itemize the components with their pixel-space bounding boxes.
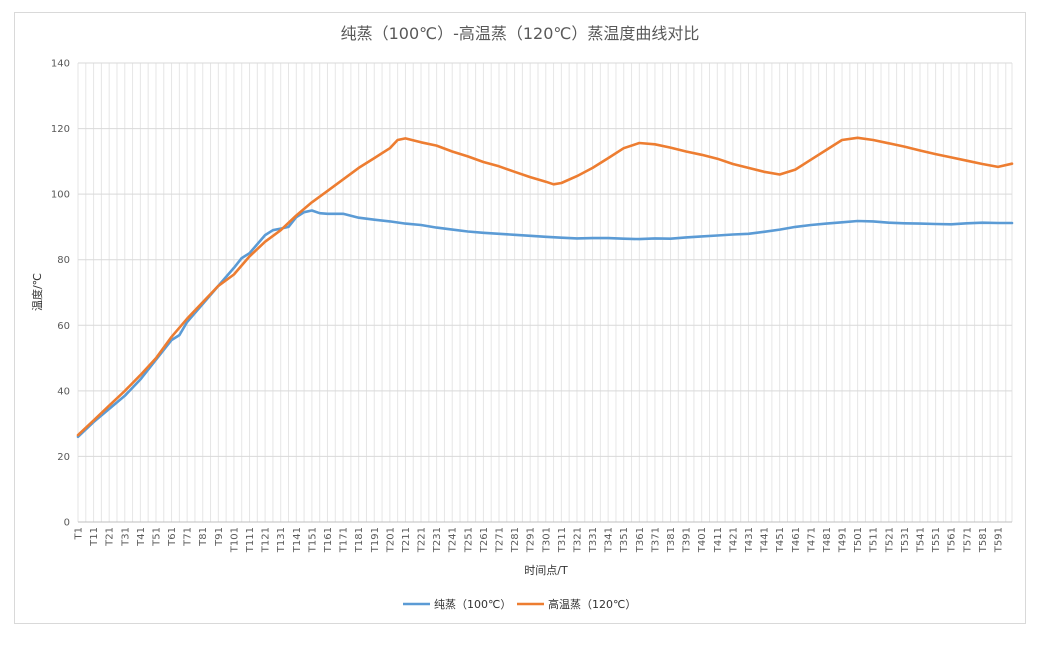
x-tick-label: T201 bbox=[385, 527, 396, 553]
x-tick-label: T241 bbox=[448, 527, 459, 553]
gridlines bbox=[77, 62, 1013, 523]
y-axis-ticks: 0 20 40 60 80 100 120 140 bbox=[51, 59, 70, 529]
x-tick-label: T181 bbox=[354, 527, 365, 553]
x-tick-label: T171 bbox=[339, 527, 350, 553]
x-tick-label: T371 bbox=[650, 527, 661, 553]
x-tick-label: T161 bbox=[323, 527, 334, 553]
x-tick-label: T301 bbox=[541, 527, 552, 553]
x-tick-label: T51 bbox=[151, 527, 162, 547]
x-tick-label: T481 bbox=[822, 527, 833, 553]
x-tick-label: T361 bbox=[635, 527, 646, 553]
y-tick-label: 120 bbox=[51, 124, 70, 135]
x-axis-ticks: T1 T11 T21 T31 T41 T51 T61 T71 T81 T91 T101 T111 T12… bbox=[74, 527, 1005, 553]
x-tick-label: T401 bbox=[697, 527, 708, 553]
x-tick-label: T411 bbox=[713, 527, 724, 553]
x-tick-label: T461 bbox=[791, 527, 802, 553]
x-tick-label: T581 bbox=[978, 527, 989, 553]
x-tick-label: T531 bbox=[900, 527, 911, 553]
x-tick-label: T341 bbox=[604, 527, 615, 553]
y-axis-label: 温度/℃ bbox=[30, 273, 44, 311]
x-tick-label: T61 bbox=[167, 527, 178, 547]
x-tick-label: T131 bbox=[276, 527, 287, 553]
x-tick-label: T21 bbox=[105, 527, 116, 547]
x-tick-label: T101 bbox=[229, 527, 240, 553]
series-line-2 bbox=[76, 136, 1014, 437]
x-tick-label: T551 bbox=[931, 527, 942, 553]
x-tick-label: T441 bbox=[760, 527, 771, 553]
y-tick-label: 60 bbox=[57, 321, 70, 332]
x-tick-label: T421 bbox=[728, 527, 739, 553]
x-tick-label: T591 bbox=[993, 527, 1004, 553]
x-tick-label: T321 bbox=[572, 527, 583, 553]
x-tick-label: T191 bbox=[370, 527, 381, 553]
x-tick-label: T251 bbox=[463, 527, 474, 553]
y-tick-label: 40 bbox=[57, 386, 70, 397]
x-tick-label: T501 bbox=[853, 527, 864, 553]
x-tick-label: T511 bbox=[869, 527, 880, 553]
x-tick-label: T471 bbox=[806, 527, 817, 553]
x-tick-label: T491 bbox=[838, 527, 849, 553]
x-tick-label: T261 bbox=[479, 527, 490, 553]
x-tick-label: T111 bbox=[245, 527, 256, 553]
y-tick-label: 140 bbox=[51, 59, 70, 70]
legend-label-1: 纯蒸（100℃） bbox=[434, 598, 511, 611]
x-tick-label: T351 bbox=[619, 527, 630, 553]
x-tick-label: T391 bbox=[682, 527, 693, 553]
x-tick-label: T231 bbox=[432, 527, 443, 553]
x-tick-label: T11 bbox=[89, 527, 100, 547]
legend: 纯蒸（100℃） 高温蒸（120℃） bbox=[403, 597, 636, 611]
x-axis-label: 时间点/T bbox=[524, 564, 568, 577]
x-tick-label: T31 bbox=[120, 527, 131, 547]
x-tick-label: T1 bbox=[74, 527, 85, 540]
x-tick-label: T91 bbox=[214, 527, 225, 547]
x-tick-label: T291 bbox=[526, 527, 537, 553]
x-tick-label: T431 bbox=[744, 527, 755, 553]
x-tick-label: T561 bbox=[947, 527, 958, 553]
x-tick-label: T141 bbox=[292, 527, 303, 553]
x-tick-label: T151 bbox=[307, 527, 318, 553]
legend-label-2: 高温蒸（120℃） bbox=[548, 597, 636, 611]
x-tick-label: T221 bbox=[417, 527, 428, 553]
x-tick-label: T541 bbox=[916, 527, 927, 553]
series-lines bbox=[76, 136, 1014, 439]
series-line-1 bbox=[76, 209, 1014, 439]
x-tick-label: T571 bbox=[962, 527, 973, 553]
x-tick-label: T521 bbox=[884, 527, 895, 553]
y-tick-label: 0 bbox=[64, 518, 70, 529]
x-tick-label: T311 bbox=[557, 527, 568, 553]
x-tick-label: T331 bbox=[588, 527, 599, 553]
x-tick-label: T121 bbox=[261, 527, 272, 553]
x-tick-label: T41 bbox=[136, 527, 147, 547]
x-tick-label: T81 bbox=[198, 527, 209, 547]
x-tick-label: T381 bbox=[666, 527, 677, 553]
x-tick-label: T211 bbox=[401, 527, 412, 553]
y-tick-label: 80 bbox=[57, 255, 70, 266]
x-tick-label: T281 bbox=[510, 527, 521, 553]
x-tick-label: T271 bbox=[495, 527, 506, 553]
y-tick-label: 20 bbox=[57, 452, 70, 463]
x-tick-label: T451 bbox=[775, 527, 786, 553]
y-tick-label: 100 bbox=[51, 190, 70, 201]
x-tick-label: T71 bbox=[183, 527, 194, 547]
chart-title: 纯蒸（100℃）-高温蒸（120℃）蒸温度曲线对比 bbox=[341, 24, 700, 43]
